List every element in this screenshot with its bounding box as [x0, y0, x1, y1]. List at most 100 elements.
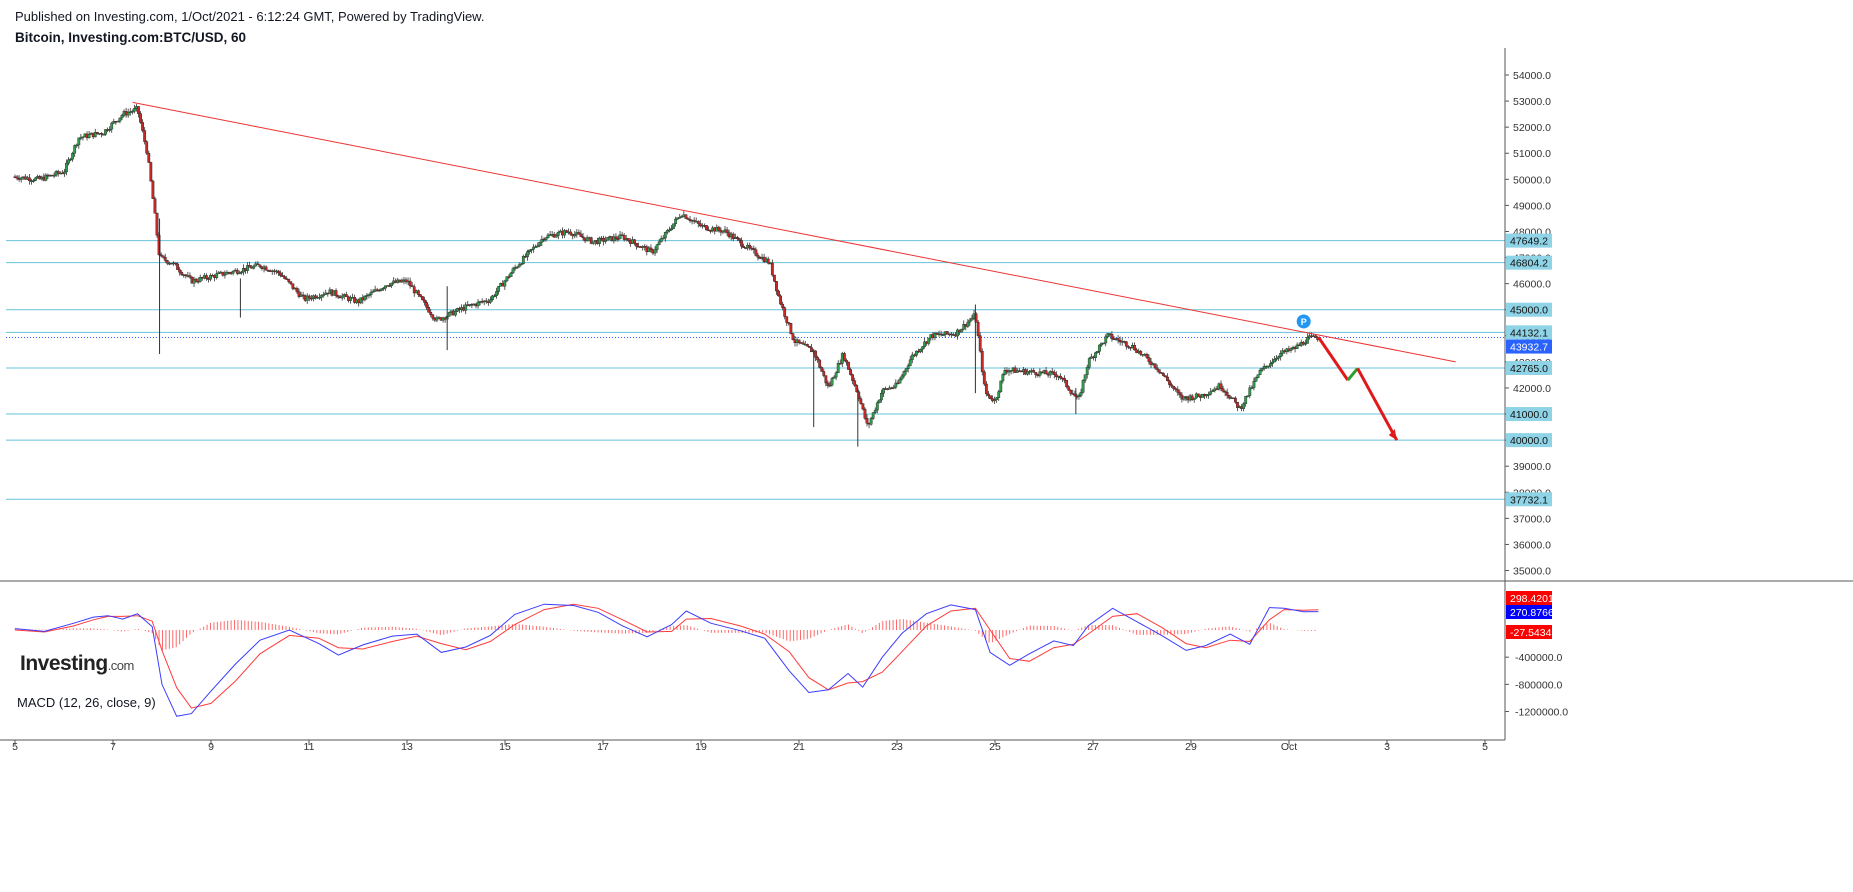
time-tick-label: 25 — [989, 741, 1001, 753]
candle-body — [295, 287, 299, 292]
candle-body — [1256, 374, 1260, 378]
candle-body — [120, 114, 124, 119]
candle-body — [1118, 340, 1122, 343]
candle-body — [892, 386, 896, 389]
candle-body — [678, 217, 682, 219]
candle-body — [912, 354, 916, 357]
candle-body — [1059, 375, 1062, 379]
candle-body — [307, 295, 311, 299]
candle-body — [1295, 344, 1299, 349]
candle-body — [464, 304, 468, 311]
candle-body — [851, 374, 855, 381]
candle-body — [1013, 367, 1017, 373]
time-tick-label: 7 — [110, 741, 116, 753]
candle-body — [614, 236, 618, 239]
candle-body — [1139, 350, 1143, 355]
macd-badge-label: 270.8766 — [1510, 607, 1554, 619]
projection-green-up — [1346, 367, 1359, 382]
candle-body — [431, 314, 435, 319]
price-tick-label: 50000.0 — [1513, 174, 1551, 186]
level-badge-label: 45000.0 — [1510, 305, 1548, 317]
candle-body — [826, 382, 830, 386]
candle-body — [81, 136, 85, 139]
candle-body — [1196, 393, 1200, 397]
candle-body — [606, 237, 610, 241]
candle-body — [281, 275, 284, 277]
candle-body — [787, 322, 791, 324]
candle-body — [161, 255, 165, 258]
candle-body — [367, 294, 371, 296]
candle-body — [919, 349, 922, 353]
candle-body — [176, 263, 179, 270]
candle-body — [659, 238, 663, 243]
candle-body — [1079, 391, 1083, 396]
candle-body — [668, 229, 671, 232]
candle-body — [1301, 342, 1305, 345]
candle-body — [1085, 366, 1089, 375]
candle-body — [248, 265, 252, 268]
price-tick-label: 36000.0 — [1513, 539, 1551, 551]
candle-body — [830, 378, 834, 386]
candle-body — [875, 402, 879, 411]
candle-body — [1110, 334, 1114, 340]
candle-body — [155, 213, 159, 236]
candle-body — [649, 247, 653, 250]
candle-body — [381, 287, 385, 290]
arrow-head-icon — [1388, 429, 1397, 441]
candle-body — [235, 269, 239, 274]
candle-body — [521, 256, 525, 265]
candle-body — [126, 112, 130, 116]
candle-body — [532, 246, 536, 250]
candle-body — [861, 403, 865, 410]
candle-body — [902, 371, 906, 377]
candle-body — [616, 238, 620, 240]
trendline-line — [132, 101, 1456, 363]
candle-body — [748, 244, 752, 249]
candle-body — [900, 375, 904, 380]
candle-body — [1126, 346, 1130, 348]
candle-body — [318, 296, 321, 299]
candle-body — [447, 312, 451, 317]
candle-body — [1145, 353, 1149, 358]
candle-body — [454, 311, 457, 316]
candle-body — [223, 274, 227, 276]
candle-body — [791, 333, 795, 340]
candle-body — [974, 313, 978, 323]
candle-body — [1209, 391, 1213, 395]
marker-label: P — [1301, 317, 1307, 327]
level-badge — [1506, 233, 1552, 248]
candle-body — [1161, 373, 1165, 376]
candle-body — [1172, 385, 1176, 389]
candle-body — [239, 271, 243, 274]
candle-body — [73, 145, 77, 154]
candle-body — [1116, 338, 1120, 341]
candle-body — [491, 295, 494, 300]
candle-body — [822, 371, 826, 376]
candle-body — [334, 290, 338, 296]
price-tick-label: 54000.0 — [1513, 70, 1551, 82]
candle-body — [427, 307, 431, 313]
macd-badge — [1506, 605, 1552, 619]
price-tick-label: 39000.0 — [1513, 461, 1551, 473]
candle-body — [1279, 353, 1283, 357]
candle-body — [69, 158, 72, 161]
candle-body — [1260, 368, 1264, 371]
candle-body — [526, 251, 529, 258]
candle-body — [495, 291, 498, 296]
candle-body — [1083, 374, 1087, 381]
candle-body — [968, 319, 972, 323]
candle-body — [709, 230, 713, 232]
candle-body — [573, 233, 577, 237]
candle-body — [87, 134, 91, 139]
candle-body — [1258, 369, 1262, 375]
candle-body — [740, 240, 743, 247]
candle-body — [816, 357, 820, 361]
candle-body — [546, 234, 550, 238]
candle-body — [34, 177, 37, 181]
time-tick-label: Oct — [1281, 741, 1297, 753]
candle-body — [684, 214, 688, 219]
candle-body — [735, 236, 739, 239]
candle-body — [997, 391, 1001, 398]
candle-body — [1034, 372, 1038, 376]
candle-body — [657, 241, 661, 246]
